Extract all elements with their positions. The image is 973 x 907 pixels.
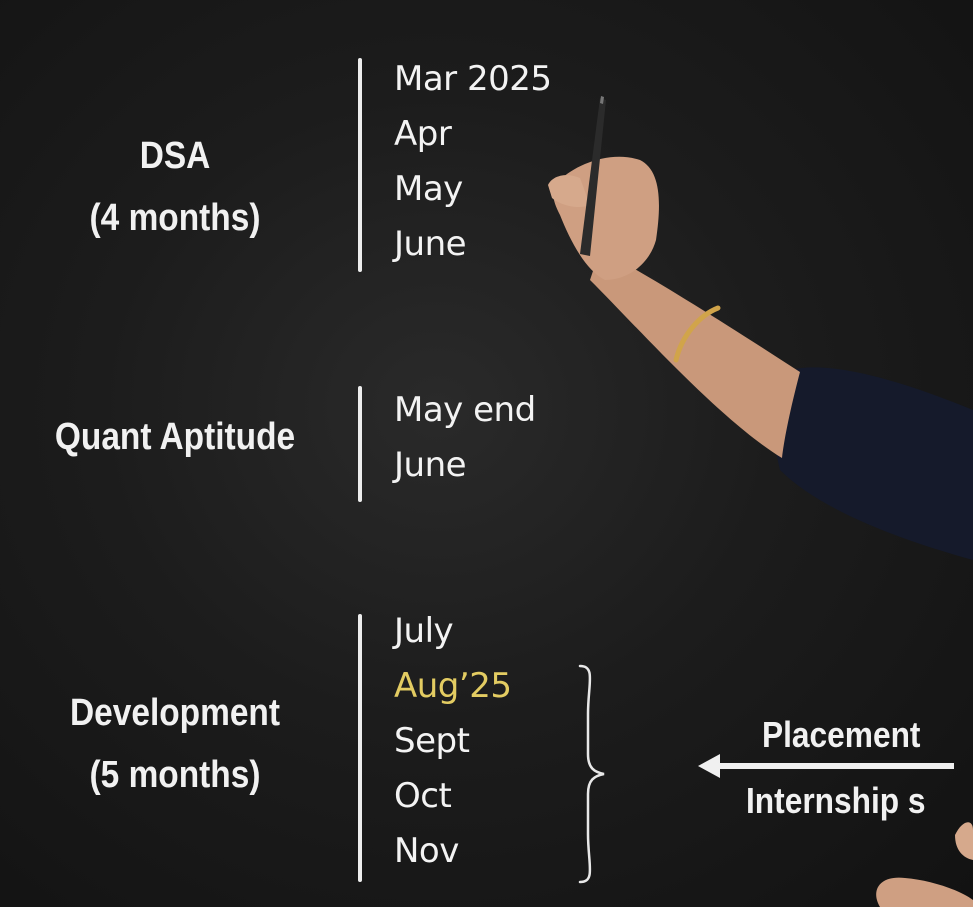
development-topic-title: Development: [70, 692, 280, 734]
month-item: May end: [394, 390, 536, 430]
left-arrow-icon: [698, 754, 954, 778]
month-item: Oct: [394, 776, 452, 816]
dsa-topic-title: DSA: [139, 135, 211, 177]
right-curly-brace-icon: [578, 664, 605, 884]
development-topic-label: Development (5 months): [56, 682, 294, 806]
month-item: Mar 2025: [394, 59, 552, 99]
quant-aptitude-topic-label: Quant Aptitude: [39, 406, 312, 468]
dsa-months-list: Mar 2025 Apr May June: [394, 52, 552, 272]
month-item: Nov: [394, 831, 459, 871]
development-topic-duration: (5 months): [89, 754, 261, 796]
month-item: July: [394, 611, 454, 651]
month-item: June: [394, 445, 467, 485]
month-item: Apr: [394, 114, 452, 154]
quant-aptitude-divider: [358, 386, 362, 502]
quant-aptitude-months-list: May end June: [394, 383, 536, 493]
dsa-topic-label: DSA (4 months): [56, 125, 294, 249]
dsa-topic-duration: (4 months): [89, 197, 261, 239]
development-divider: [358, 614, 362, 882]
month-item: June: [394, 224, 467, 264]
placement-label: Placement: [762, 714, 921, 755]
quant-aptitude-topic-title: Quant Aptitude: [54, 416, 296, 458]
development-months-list: July Aug’25 Sept Oct Nov: [394, 604, 512, 879]
month-item: May: [394, 169, 463, 209]
internship-label: Internship s: [746, 780, 926, 821]
month-item-highlighted: Aug’25: [394, 666, 512, 706]
dsa-divider: [358, 58, 362, 272]
month-item: Sept: [394, 721, 470, 761]
